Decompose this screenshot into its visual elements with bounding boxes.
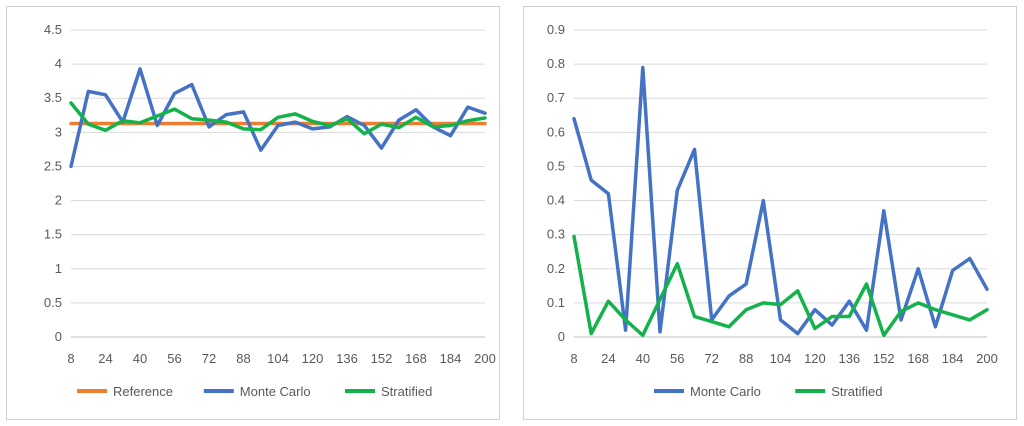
series-line-stratified [572,234,989,338]
x-tick-label: 152 [371,351,393,366]
y-tick-label: 0.6 [547,124,565,139]
y-tick-label: 0.5 [547,158,565,173]
x-tick-label: 88 [739,351,753,366]
series-line-monte-carlo [69,67,487,169]
x-tick-label: 56 [670,351,684,366]
x-tick-label: 8 [570,351,577,366]
x-tick-label: 200 [474,351,496,366]
x-tick-label: 120 [804,351,826,366]
gridlines [71,29,485,338]
line-chart-left: 0 0.5 1 1.5 2 2.5 3 3.5 4 4.5 8 24 40 56 72 88 104 120 136… [44,22,496,399]
y-tick-label: 4 [55,56,62,71]
x-tick-label: 168 [405,351,427,366]
chart-panel-left: 0 0.5 1 1.5 2 2.5 3 3.5 4 4.5 8 24 40 56 72 88 104 120 136… [6,6,500,420]
y-tick-label: 0.3 [547,227,565,242]
x-tick-label: 104 [267,351,289,366]
legend-label: Stratified [381,384,432,399]
y-tick-label: 0.4 [547,193,565,208]
y-tick-label: 0.7 [547,90,565,105]
y-tick-label: 3 [55,124,62,139]
series-line-stratified [69,101,487,136]
legend-label: Monte Carlo [240,384,311,399]
line-chart-right: 0 0.1 0.2 0.3 0.4 0.5 0.6 0.7 0.8 0.9 8 24 40 56 72 88 1… [547,22,998,399]
x-tick-label: 40 [133,351,147,366]
y-tick-label: 1.5 [44,227,62,242]
y-tick-label: 0.8 [547,56,565,71]
x-tick-label: 184 [942,351,964,366]
legend: Monte Carlo Stratified [654,384,883,399]
x-tick-label: 184 [440,351,462,366]
legend: Reference Monte Carlo Stratified [77,384,432,399]
x-tick-label: 120 [302,351,324,366]
x-tick-label: 56 [167,351,181,366]
x-tick-label: 40 [636,351,650,366]
y-tick-label: 2.5 [44,158,62,173]
x-tick-label: 88 [236,351,250,366]
x-tick-label: 72 [704,351,718,366]
x-tick-label: 72 [202,351,216,366]
series-line-monte-carlo [572,65,989,336]
x-tick-label: 104 [770,351,792,366]
legend-label: Stratified [831,384,882,399]
y-tick-label: 0.2 [547,261,565,276]
legend-label: Reference [113,384,173,399]
x-tick-label: 24 [98,351,112,366]
legend-label: Monte Carlo [690,384,761,399]
y-tick-label: 0.1 [547,295,565,310]
x-tick-label: 200 [976,351,998,366]
y-tick-label: 3.5 [44,90,62,105]
y-tick-label: 0.9 [547,22,565,37]
x-tick-label: 136 [838,351,860,366]
y-tick-label: 1 [55,261,62,276]
y-tick-label: 0 [558,329,565,344]
x-tick-label: 168 [907,351,929,366]
x-tick-label: 152 [873,351,895,366]
x-tick-label: 8 [67,351,74,366]
y-tick-label: 4.5 [44,22,62,37]
y-tick-label: 0 [55,329,62,344]
x-tick-label: 136 [336,351,358,366]
x-tick-label: 24 [601,351,615,366]
y-tick-label: 0.5 [44,295,62,310]
y-tick-label: 2 [55,193,62,208]
chart-panel-right: 0 0.1 0.2 0.3 0.4 0.5 0.6 0.7 0.8 0.9 8 24 40 56 72 88 1… [523,6,1017,420]
